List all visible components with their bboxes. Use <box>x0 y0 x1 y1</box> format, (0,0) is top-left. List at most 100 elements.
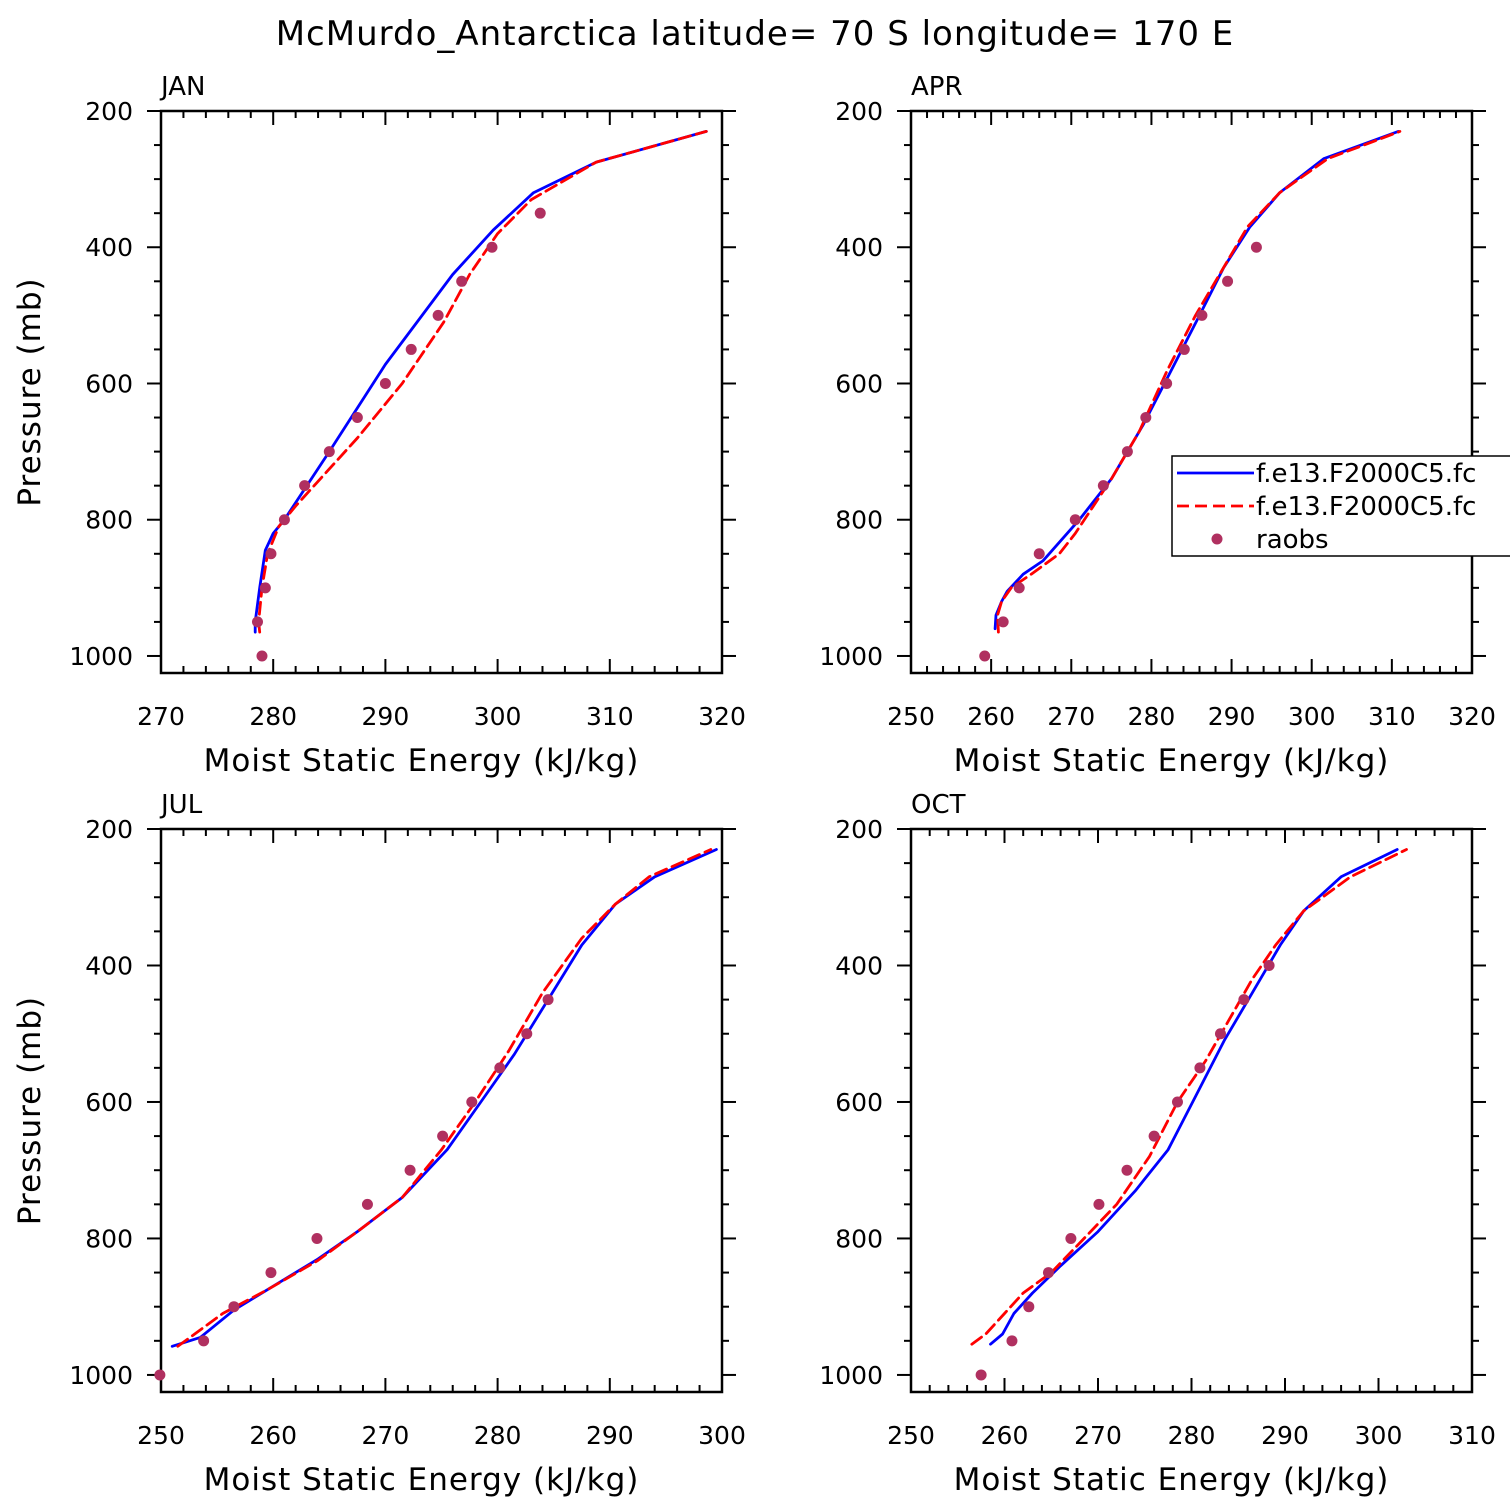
x-tick-label: 310 <box>1448 1421 1496 1450</box>
y-tick-label: 400 <box>85 951 133 980</box>
data-layer <box>970 848 1408 1346</box>
raobs-point <box>1250 241 1262 253</box>
raobs-point <box>975 1369 987 1381</box>
x-tick-label: 260 <box>249 1421 297 1450</box>
x-tick-label: 280 <box>474 1421 522 1450</box>
x-tick-label: 300 <box>1355 1421 1403 1450</box>
raobs-point <box>405 343 417 355</box>
legend-label: f.e13.F2000C5.fc <box>1256 459 1476 489</box>
data-layer <box>993 129 1402 634</box>
y-tick-label: 200 <box>835 815 883 844</box>
raobs-point <box>278 514 290 526</box>
x-tick-label: 290 <box>362 702 410 731</box>
x-tick-label: 290 <box>586 1421 634 1450</box>
raobs-point <box>351 412 363 424</box>
panel-jul: JUL 250 260 270 280 290 300 200 400 600 800 1000 Moi… <box>12 790 746 1498</box>
plot-frame <box>909 827 1474 1394</box>
data-layer <box>170 848 718 1348</box>
raobs-point <box>542 994 554 1006</box>
x-tick-label: 280 <box>249 702 297 731</box>
y-tick-label: 600 <box>85 369 133 398</box>
raobs-point <box>486 241 498 253</box>
x-tick-label: 320 <box>1448 702 1496 731</box>
x-tick-label: 310 <box>586 702 634 731</box>
y-tick-label: 600 <box>85 1088 133 1117</box>
x-tick-label: 300 <box>1288 702 1336 731</box>
figure-title: McMurdo_Antarctica latitude= 70 S longit… <box>276 14 1235 54</box>
y-tick-label: 400 <box>85 233 133 262</box>
raobs-point <box>1161 377 1173 389</box>
y-tick-label: 200 <box>85 97 133 126</box>
series-line-solid-jul <box>170 848 718 1348</box>
raobs-point <box>432 309 444 321</box>
x-tick-label: 290 <box>1261 1421 1309 1450</box>
raobs-point <box>265 548 277 560</box>
x-axis-label: Moist Static Energy (kJ/kg) <box>954 743 1390 779</box>
raobs-point <box>1121 446 1133 458</box>
raobs-point <box>379 377 391 389</box>
raobs-point <box>1097 480 1109 492</box>
y-tick-label: 800 <box>835 1224 883 1253</box>
raobs-point <box>1222 275 1234 287</box>
raobs-point <box>228 1301 240 1313</box>
raobs-point <box>1196 309 1208 321</box>
x-tick-label: 280 <box>1168 1421 1216 1450</box>
y-tick-label: 200 <box>835 97 883 126</box>
raobs-point <box>437 1130 449 1142</box>
legend-label: f.e13.F2000C5.fc <box>1256 492 1476 522</box>
x-tick-label: 270 <box>137 702 185 731</box>
raobs-point <box>1263 959 1275 971</box>
raobs-point <box>1069 514 1081 526</box>
y-axis-label: Pressure (mb) <box>12 996 48 1225</box>
raobs-point <box>265 1267 277 1279</box>
y-tick-label: 1000 <box>69 642 133 671</box>
panel-label-apr: APR <box>911 72 963 102</box>
x-tick-label: 300 <box>474 702 522 731</box>
legend-label: raobs <box>1256 525 1329 555</box>
y-tick-label: 600 <box>835 1088 883 1117</box>
raobs-point <box>997 616 1009 628</box>
raobs-point <box>251 616 263 628</box>
panel-jan: JAN 270 280 290 300 310 320 200 400 600 800 1000 Moi… <box>12 72 746 779</box>
x-tick-label: 290 <box>1208 702 1256 731</box>
y-tick-label: 800 <box>835 506 883 535</box>
y-tick-label: 1000 <box>69 1361 133 1390</box>
raobs-point <box>1033 548 1045 560</box>
raobs-point <box>1042 1267 1054 1279</box>
raobs-point <box>1178 343 1190 355</box>
raobs-point <box>1065 1232 1077 1244</box>
raobs-point <box>154 1369 166 1381</box>
raobs-point <box>466 1096 478 1108</box>
plot-frame <box>159 109 724 675</box>
raobs-point <box>198 1335 210 1347</box>
y-tick-label: 400 <box>835 233 883 262</box>
x-axis-label: Moist Static Energy (kJ/kg) <box>204 1462 640 1498</box>
legend-marker-raobs <box>1211 533 1223 545</box>
panel-oct: OCT 250 260 270 280 290 300 310 200 400 600 800 1000… <box>819 790 1495 1498</box>
raobs-point <box>1013 582 1025 594</box>
x-tick-label: 250 <box>887 1421 935 1450</box>
raobs-point <box>311 1232 323 1244</box>
y-tick-label: 1000 <box>819 642 883 671</box>
raobs-point <box>323 446 335 458</box>
raobs-point <box>1121 1164 1133 1176</box>
raobs-point <box>1214 1028 1226 1040</box>
raobs-point <box>1148 1130 1160 1142</box>
raobs-point <box>1093 1198 1105 1210</box>
x-tick-label: 310 <box>1368 702 1416 731</box>
x-tick-label: 320 <box>698 702 746 731</box>
panels: JAN 270 280 290 300 310 320 200 400 600 800 1000 Moi… <box>12 72 1496 1498</box>
series-line-solid-oct <box>989 848 1399 1346</box>
x-tick-label: 260 <box>981 1421 1029 1450</box>
y-tick-label: 800 <box>85 1224 133 1253</box>
y-tick-label: 400 <box>835 951 883 980</box>
raobs-point <box>1194 1062 1206 1074</box>
y-axis-label: Pressure (mb) <box>12 277 48 506</box>
series-line-dashed-apr <box>996 129 1402 634</box>
x-tick-label: 250 <box>887 702 935 731</box>
panel-label-jan: JAN <box>159 72 205 102</box>
series-line-solid-jan <box>253 129 708 634</box>
y-tick-label: 200 <box>85 815 133 844</box>
raobs-point <box>361 1198 373 1210</box>
panel-label-jul: JUL <box>159 790 203 820</box>
